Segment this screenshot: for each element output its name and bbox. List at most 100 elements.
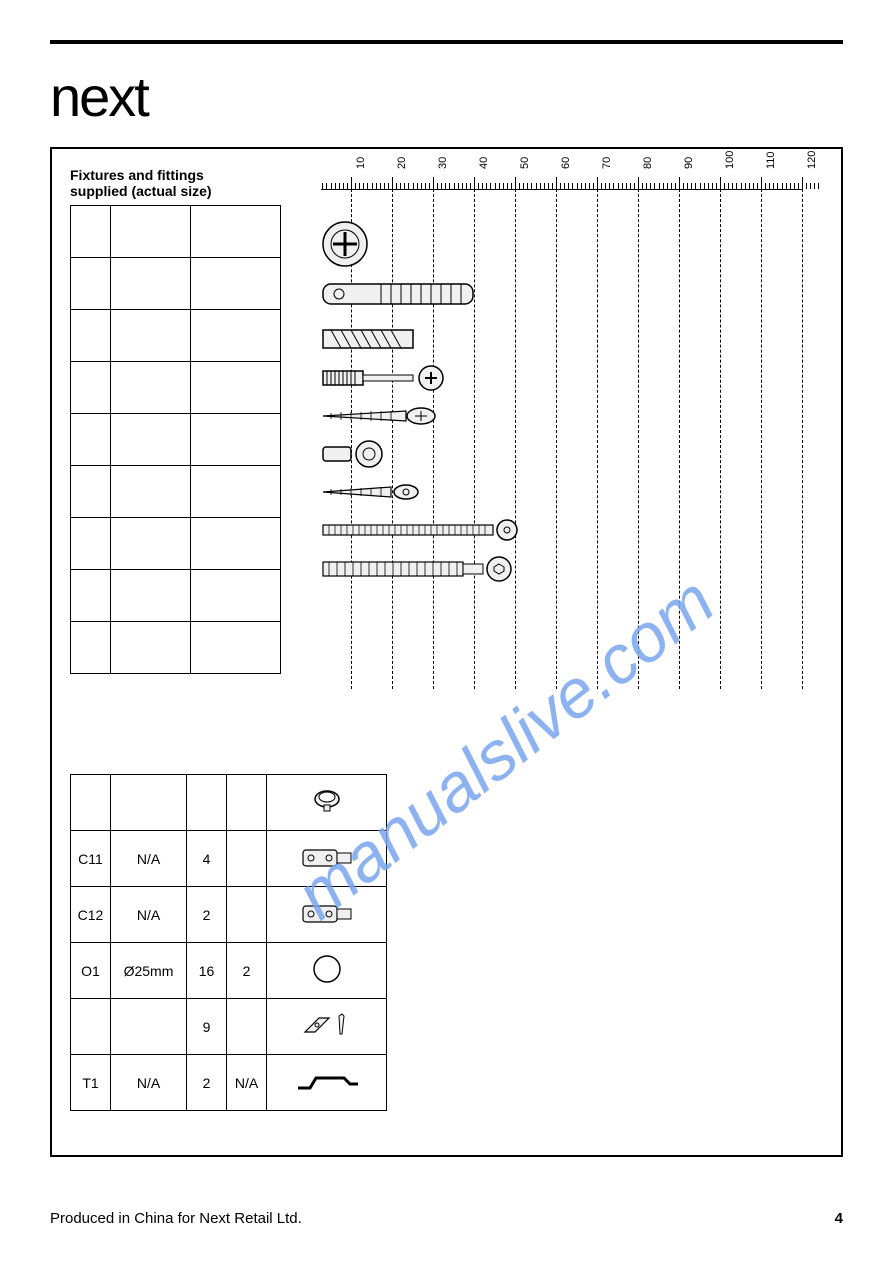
- table-cell: [111, 466, 191, 518]
- ruler-area: 102030405060708090100110120: [311, 159, 823, 674]
- ruler-label: 70: [601, 157, 613, 169]
- part-bolt-long: [321, 511, 521, 549]
- table-cell: [111, 258, 191, 310]
- table-row: C12N/A2: [71, 887, 387, 943]
- table-cell: O1: [71, 943, 111, 999]
- table-cell: 2: [187, 1055, 227, 1111]
- table-cell: [191, 310, 281, 362]
- parts-illustrations: [321, 219, 521, 589]
- guide-line: [679, 189, 680, 689]
- table-cell: [191, 570, 281, 622]
- guide-line: [802, 189, 803, 689]
- guide-line: [556, 189, 557, 689]
- table-cell: [71, 570, 111, 622]
- table-cell: [191, 466, 281, 518]
- table-cell: [111, 206, 191, 258]
- fixtures-table: [70, 205, 281, 674]
- table-cell: [111, 622, 191, 674]
- part-cam-bolt: [321, 359, 521, 397]
- ruler-label: 10: [355, 157, 367, 169]
- part-cam-lock: [321, 219, 521, 269]
- main-content-box: Fixtures and fittings supplied (actual s…: [50, 147, 843, 1157]
- part-shelf-pin: [321, 435, 521, 473]
- part-wood-dowel: [321, 319, 521, 359]
- table-cell: [71, 999, 111, 1055]
- table-cell: T1: [71, 1055, 111, 1111]
- table-cell: [227, 999, 267, 1055]
- table-cell: [191, 206, 281, 258]
- table-cell: [191, 258, 281, 310]
- table-cell: N/A: [111, 831, 187, 887]
- ruler-label: 90: [683, 157, 695, 169]
- table-cell: 2: [227, 943, 267, 999]
- part-connector-bolt: [321, 549, 521, 589]
- guide-line: [638, 189, 639, 689]
- table-row: O1Ø25mm162: [71, 943, 387, 999]
- ruler: 102030405060708090100110120: [321, 159, 823, 209]
- table-cell: N/A: [111, 1055, 187, 1111]
- brand-logo: next: [50, 64, 843, 129]
- ruler-label: 60: [560, 157, 572, 169]
- table-cell: [71, 310, 111, 362]
- table-cell: [191, 622, 281, 674]
- table-cell: [111, 999, 187, 1055]
- table-cell: [71, 206, 111, 258]
- table-cell: [227, 887, 267, 943]
- part-screw-short: [321, 473, 521, 511]
- table-cell: [71, 518, 111, 570]
- table-cell: C11: [71, 831, 111, 887]
- table-cell: 2: [187, 887, 227, 943]
- table-cell: [187, 775, 227, 831]
- table-cell: [71, 622, 111, 674]
- table-cell: [111, 310, 191, 362]
- part-icon-cell: [267, 775, 387, 831]
- table-row: [71, 775, 387, 831]
- table-cell: [227, 775, 267, 831]
- table-cell: [111, 414, 191, 466]
- section-title: Fixtures and fittings supplied (actual s…: [70, 167, 281, 199]
- table-cell: N/A: [111, 887, 187, 943]
- ruler-label: 120: [806, 151, 818, 169]
- table-cell: [227, 831, 267, 887]
- table-cell: [191, 362, 281, 414]
- ruler-label: 30: [437, 157, 449, 169]
- guide-line: [597, 189, 598, 689]
- footer-text: Produced in China for Next Retail Ltd.: [50, 1210, 302, 1227]
- table-cell: 16: [187, 943, 227, 999]
- table-cell: [71, 466, 111, 518]
- table-row: T1N/A2N/A: [71, 1055, 387, 1111]
- table-cell: 4: [187, 831, 227, 887]
- guide-line: [720, 189, 721, 689]
- table-cell: [71, 775, 111, 831]
- page-footer: Produced in China for Next Retail Ltd. 4: [50, 1210, 843, 1227]
- table-cell: [71, 414, 111, 466]
- ruler-label: 40: [478, 157, 490, 169]
- part-icon-cell: [267, 999, 387, 1055]
- table-cell: N/A: [227, 1055, 267, 1111]
- part-icon-cell: [267, 1055, 387, 1111]
- top-rule: [50, 40, 843, 44]
- ruler-label: 50: [519, 157, 531, 169]
- parts-list-table: C11N/A4C12N/A2O1Ø25mm1629T1N/A2N/A: [70, 774, 387, 1111]
- page-number: 4: [835, 1210, 843, 1227]
- table-cell: C12: [71, 887, 111, 943]
- part-icon-cell: [267, 831, 387, 887]
- part-dowel-bolt: [321, 269, 521, 319]
- part-screw-long: [321, 397, 521, 435]
- table-cell: [111, 570, 191, 622]
- table-cell: [111, 518, 191, 570]
- ruler-label: 110: [765, 151, 777, 169]
- table-cell: [71, 258, 111, 310]
- guide-line: [761, 189, 762, 689]
- table-cell: [71, 362, 111, 414]
- table-cell: [191, 518, 281, 570]
- part-icon-cell: [267, 887, 387, 943]
- ruler-label: 100: [724, 151, 736, 169]
- table-cell: Ø25mm: [111, 943, 187, 999]
- table-cell: 9: [187, 999, 227, 1055]
- part-icon-cell: [267, 943, 387, 999]
- ruler-label: 80: [642, 157, 654, 169]
- table-cell: [191, 414, 281, 466]
- table-cell: [111, 362, 191, 414]
- table-cell: [111, 775, 187, 831]
